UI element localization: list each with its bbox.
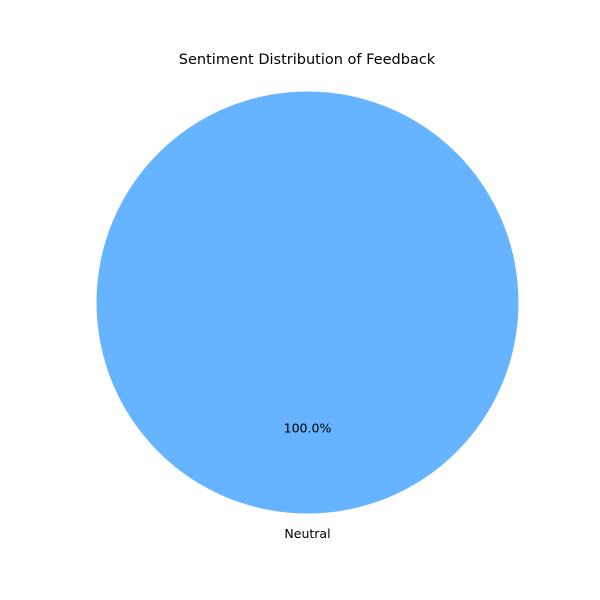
- chart-title: Sentiment Distribution of Feedback: [179, 52, 436, 68]
- pie-labels: Neutral 100.0%: [284, 421, 332, 541]
- pie-slices: [96, 91, 519, 514]
- slice-label: Neutral: [284, 526, 330, 541]
- slice-percent-label: 100.0%: [284, 421, 332, 436]
- pie-slice-neutral: [96, 91, 519, 514]
